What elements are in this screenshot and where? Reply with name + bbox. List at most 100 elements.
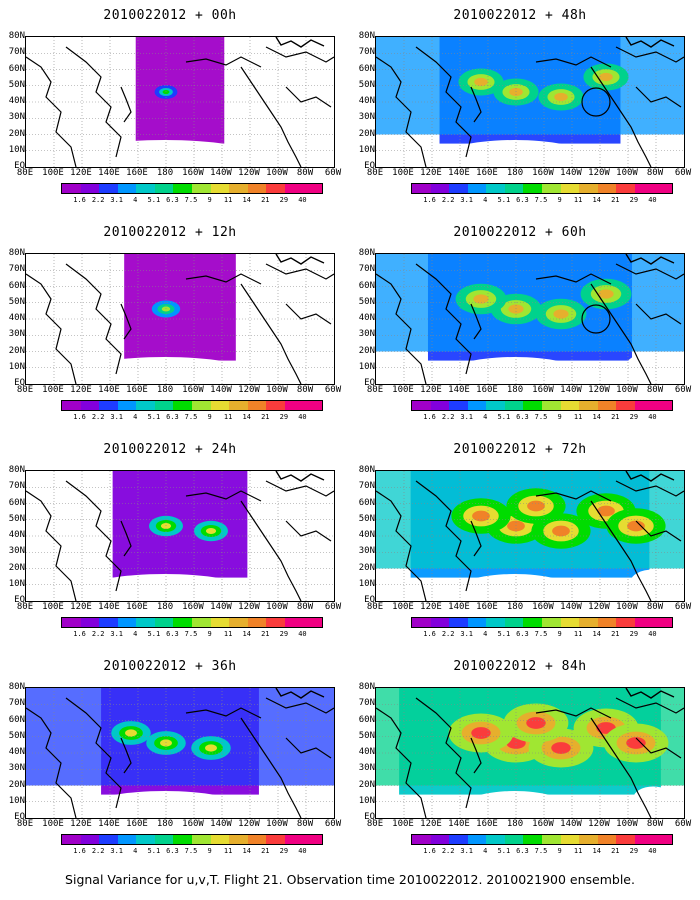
latitude-label: 30N — [8, 546, 25, 557]
longitude-label: 140E — [448, 385, 470, 395]
colorbar — [411, 617, 673, 628]
colorbar-label: 40 — [298, 413, 307, 421]
colorbar-swatch — [523, 401, 543, 410]
colorbar-label: 5.1 — [147, 196, 161, 204]
colorbar — [61, 834, 323, 845]
colorbar-label: 1.6 — [73, 196, 86, 204]
colorbar-swatch — [412, 835, 431, 844]
colorbar-label: 7.5 — [184, 196, 198, 204]
colorbar-label: 29 — [629, 847, 639, 855]
latitude-label: 30N — [358, 329, 375, 340]
longitude-label: 120E — [70, 385, 92, 395]
colorbar-label: 1.6 — [423, 847, 436, 855]
colorbar-label: 29 — [279, 196, 289, 204]
latitude-label: 10N — [8, 578, 25, 589]
longitude-label: 160W — [532, 602, 554, 612]
longitude-label: 120W — [588, 602, 610, 612]
colorbar-label: 29 — [629, 196, 639, 204]
colorbar-label: 14 — [242, 413, 251, 421]
colorbar-swatch — [136, 401, 155, 410]
colorbar-label: 9 — [557, 847, 562, 855]
latitude-label: 50N — [8, 79, 25, 90]
longitude-label: 100W — [616, 819, 638, 829]
latitude-label: 70N — [8, 264, 25, 275]
latitude-label: EQ — [364, 161, 375, 171]
latitude-label: 40N — [8, 747, 25, 757]
longitude-label: 100E — [42, 602, 64, 612]
colorbar-swatch — [412, 618, 431, 627]
colorbar-swatch — [597, 618, 617, 627]
colorbar-swatch — [266, 184, 285, 193]
latitude-label: 40N — [8, 313, 25, 323]
panel-title: 2010022012 + 72h — [453, 442, 587, 457]
map-area — [375, 253, 685, 385]
longitude-label: 80W — [646, 602, 664, 612]
colorbar-swatch — [99, 184, 118, 193]
colorbar-label: 6.3 — [166, 847, 179, 855]
longitude-label: 120W — [588, 819, 610, 829]
colorbar-label: 4 — [133, 413, 138, 421]
colorbar-label: 9 — [207, 630, 212, 638]
colorbar-swatch — [154, 835, 174, 844]
longitude-label: 60W — [324, 385, 342, 395]
panel-title: 2010022012 + 36h — [103, 659, 237, 674]
colorbar-label: 21 — [611, 413, 620, 421]
colorbar-label: 3.1 — [110, 630, 124, 638]
longitude-label: 80E — [16, 819, 34, 829]
colorbar — [411, 183, 673, 194]
colorbar-label: 21 — [261, 630, 270, 638]
colorbar-swatch — [542, 618, 561, 627]
latitude-label: 70N — [8, 481, 25, 492]
colorbar-swatch — [653, 184, 673, 193]
colorbar-swatch — [80, 835, 100, 844]
longitude-label: 80E — [16, 385, 34, 395]
colorbar-label: 6.3 — [516, 413, 529, 421]
longitude-label: 100W — [266, 819, 288, 829]
colorbar-label: 2.2 — [441, 630, 455, 638]
map-panel: 2010022012 + 84h 80N 70N 60N 50N 40N 30N 20N 10N… — [355, 659, 691, 874]
colorbar-label: 7.5 — [534, 630, 548, 638]
latitude-label: 40N — [8, 530, 25, 540]
map-panel: 2010022012 + 72h 80N 70N 60N 50N 40N 30N 20N 10N… — [355, 442, 691, 657]
colorbar-label: 14 — [592, 413, 601, 421]
latitude-label: 50N — [358, 79, 375, 90]
latitude-label: EQ — [364, 378, 375, 388]
colorbar-label: 9 — [207, 847, 212, 855]
colorbar-label: 2.2 — [441, 413, 455, 421]
colorbar-swatch — [99, 401, 118, 410]
colorbar-label: 2.2 — [441, 196, 455, 204]
colorbar-swatch — [154, 184, 174, 193]
longitude-label: 120W — [238, 385, 260, 395]
colorbar-swatch — [173, 401, 193, 410]
colorbar-label: 9 — [557, 413, 562, 421]
colorbar — [61, 400, 323, 411]
longitude-label: 100W — [266, 385, 288, 395]
longitude-label: 180 — [156, 385, 174, 395]
colorbar-label: 14 — [242, 196, 251, 204]
colorbar-label: 5.1 — [497, 196, 511, 204]
colorbar-swatch — [247, 184, 267, 193]
panel-title: 2010022012 + 60h — [453, 225, 587, 240]
colorbar-swatch — [154, 618, 174, 627]
longitude-label: 120W — [588, 385, 610, 395]
latitude-label: 30N — [8, 112, 25, 123]
colorbar-label: 29 — [279, 630, 289, 638]
colorbar-label: 14 — [592, 847, 601, 855]
colorbar-swatch — [173, 618, 193, 627]
latitude-label: 70N — [358, 698, 375, 709]
latitude-label: 80N — [8, 31, 25, 41]
panel-title: 2010022012 + 00h — [103, 8, 237, 23]
longitude-label: 140W — [560, 602, 582, 612]
longitude-label: 160E — [126, 602, 148, 612]
longitude-label: 180 — [506, 819, 524, 829]
longitude-label: 160W — [532, 168, 554, 178]
latitude-label: 40N — [358, 530, 375, 540]
longitude-label: 180 — [506, 385, 524, 395]
colorbar-swatch — [136, 835, 155, 844]
colorbar-swatch — [634, 184, 654, 193]
colorbar-label: 5.1 — [497, 847, 511, 855]
colorbar-label: 29 — [629, 413, 639, 421]
colorbar-swatch — [634, 835, 654, 844]
colorbar-label: 3.1 — [460, 413, 474, 421]
map-panel: 2010022012 + 60h 80N 70N 60N 50N 40N 30N 20N 10N… — [355, 225, 691, 440]
